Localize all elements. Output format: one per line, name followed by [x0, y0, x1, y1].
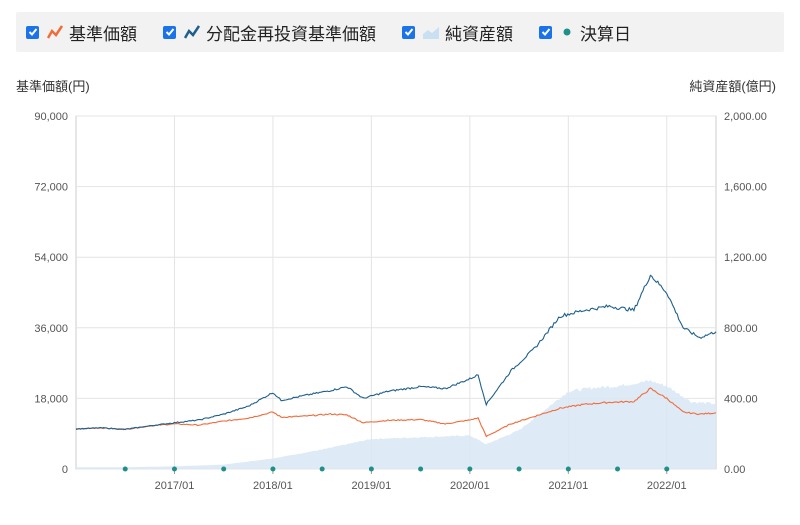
legend-checkbox[interactable] [163, 25, 176, 39]
legend-checkbox[interactable] [402, 25, 415, 39]
y-right-tick-label: 400.00 [724, 393, 758, 405]
y-right-tick-label: 800.00 [724, 323, 758, 335]
series-net-assets-area [76, 379, 716, 469]
blue-line-icon [184, 25, 200, 39]
settlement-date-dot [270, 466, 276, 472]
legend-checkbox[interactable] [26, 25, 39, 39]
settlement-date-dot [319, 466, 325, 472]
settlement-date-dot [171, 466, 177, 472]
legend-label: 純資産額 [445, 24, 513, 44]
x-tick-label: 2021/01 [548, 480, 588, 492]
y-right-tick-label: 1,600.00 [724, 182, 767, 194]
x-tick-label: 2017/01 [155, 480, 195, 492]
y-left-tick-label: 0 [62, 464, 68, 476]
legend-item-1[interactable]: 基準価額 [26, 20, 137, 45]
legend-label: 決算日 [580, 24, 631, 44]
left-axis-title: 基準価額(円) [16, 79, 90, 94]
y-left-tick-label: 90,000 [34, 111, 68, 123]
y-left-tick-label: 18,000 [34, 393, 68, 405]
y-right-tick-label: 0.00 [724, 464, 745, 476]
legend-label: 分配金再投資基準価額 [206, 24, 376, 44]
legend-item-3[interactable]: 純資産額 [402, 20, 513, 45]
x-tick-label: 2020/01 [450, 480, 490, 492]
settlement-date-dot [615, 466, 621, 472]
settlement-date-dot [368, 466, 374, 472]
settlement-date-dot [467, 466, 473, 472]
y-right-tick-label: 1,200.00 [724, 252, 767, 264]
area-chart-icon [423, 25, 439, 39]
legend-bar: 基準価額 分配金再投資基準価額 純資産額 決算日 [16, 12, 784, 52]
y-right-tick-label: 2,000.00 [724, 111, 767, 123]
settlement-date-dot [516, 466, 522, 472]
legend-item-4[interactable]: 決算日 [539, 20, 631, 45]
settlement-date-dot [664, 466, 670, 472]
orange-line-icon [47, 25, 63, 39]
settlement-date-dot [221, 466, 227, 472]
x-tick-label: 2022/01 [647, 480, 687, 492]
y-left-tick-label: 54,000 [34, 252, 68, 264]
x-tick-label: 2019/01 [352, 480, 392, 492]
right-axis-title: 純資産額(億円) [689, 79, 776, 94]
settlement-date-dot [565, 466, 571, 472]
legend-checkbox[interactable] [539, 25, 552, 39]
legend-item-2[interactable]: 分配金再投資基準価額 [163, 20, 376, 45]
series-nav-line [75, 387, 717, 438]
y-left-tick-label: 36,000 [34, 323, 68, 335]
x-tick-label: 2018/01 [253, 480, 293, 492]
settlement-date-dot [418, 466, 424, 472]
y-left-tick-label: 72,000 [34, 182, 68, 194]
series-reinvested-nav-line [75, 274, 717, 431]
teal-dot-icon [560, 25, 574, 39]
settlement-date-dot [122, 466, 128, 472]
legend-label: 基準価額 [69, 24, 137, 44]
